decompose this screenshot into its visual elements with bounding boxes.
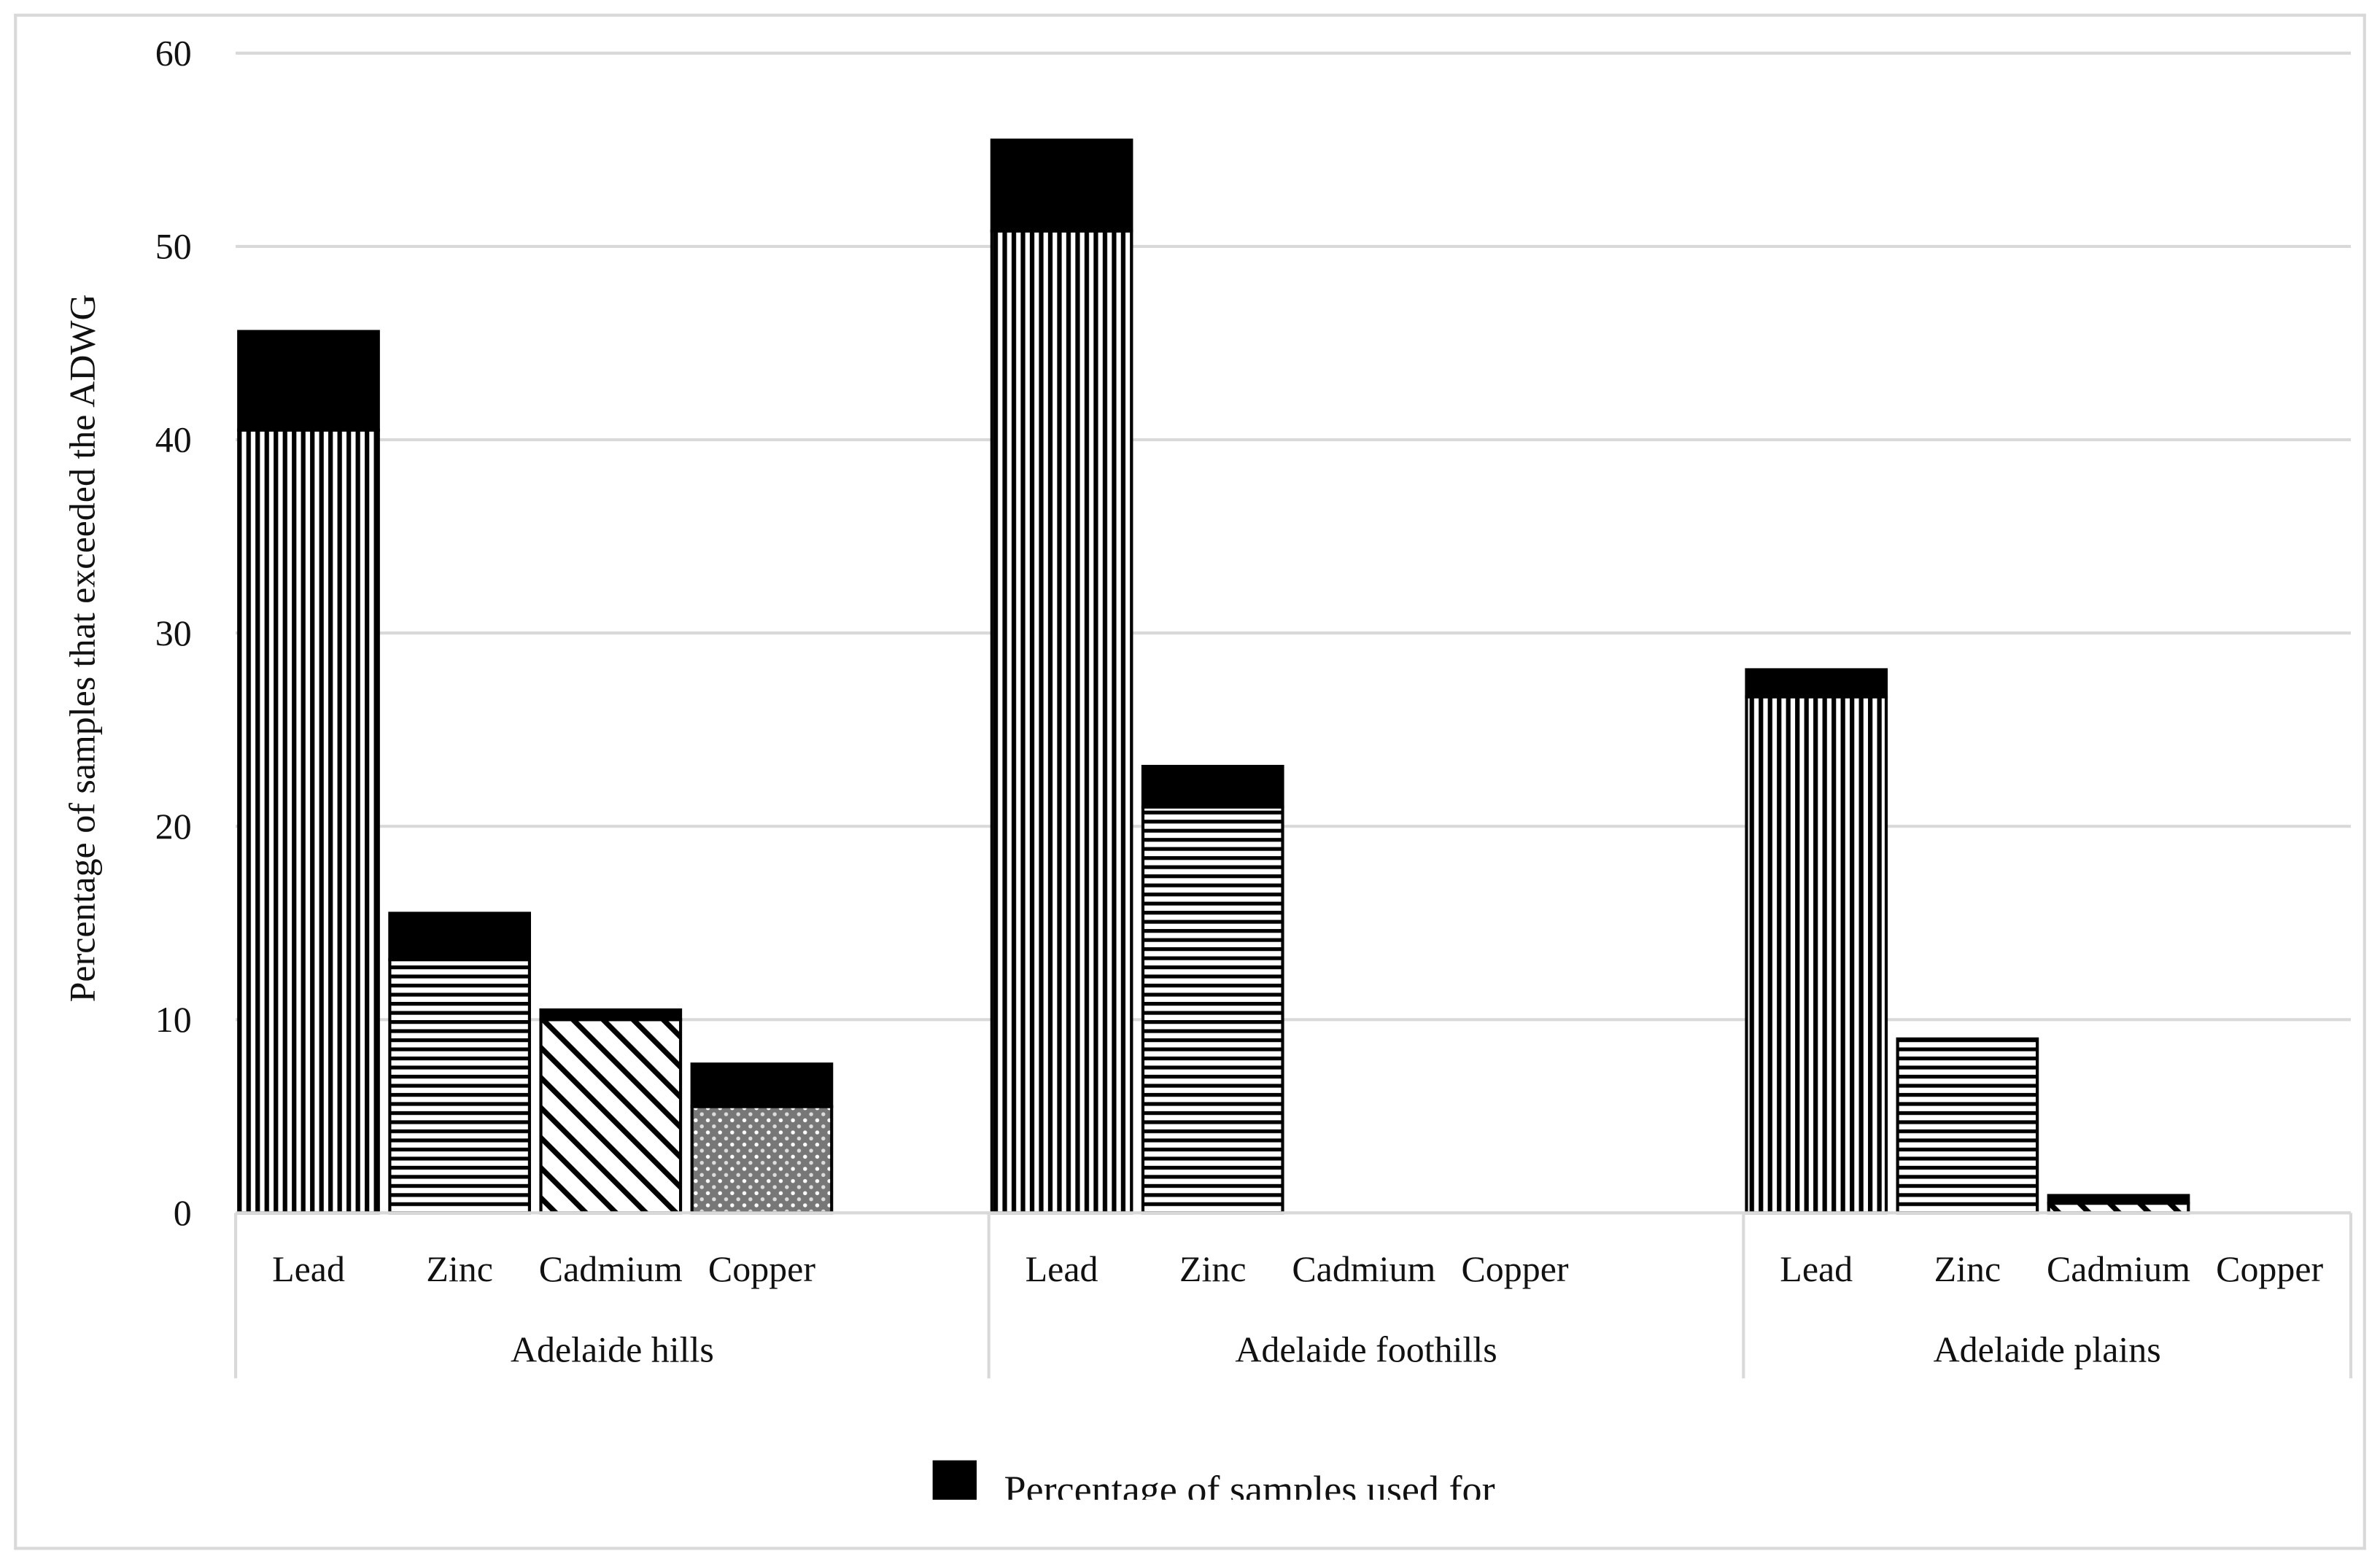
category-label: Lead	[1780, 1248, 1853, 1289]
y-axis-label: Percentage of samples that exceeded the …	[61, 294, 102, 1002]
bar-black-segment-zinc-2	[1141, 764, 1284, 809]
bar-copper-1	[690, 1105, 834, 1215]
bar-black-segment-lead-3	[1745, 668, 1888, 699]
category-label: Copper	[1461, 1248, 1568, 1289]
bars	[237, 139, 2190, 1215]
bar-black-segment-cadmium-3	[2047, 1194, 2190, 1205]
y-tick-label: 20	[155, 806, 192, 847]
bar-zinc-2	[1141, 805, 1284, 1215]
bar-black-segment-lead-2	[990, 139, 1133, 233]
bar-black-segment-cadmium-1	[539, 1008, 683, 1022]
bar-black-segment-zinc-1	[388, 911, 532, 962]
bar-black-segment-copper-1	[690, 1062, 834, 1108]
legend: Percentage of samples used for	[932, 1460, 1495, 1512]
group-label: Adelaide hills	[511, 1329, 714, 1369]
bar-lead-2	[990, 229, 1133, 1215]
bar-zinc-3	[1896, 1037, 2039, 1215]
category-label: Zinc	[1934, 1248, 2001, 1289]
y-tick-label: 50	[155, 226, 192, 267]
category-label: Zinc	[426, 1248, 493, 1289]
y-tick-labels: 0 10 20 30 40 50 60	[155, 33, 192, 1233]
category-label: Lead	[272, 1248, 345, 1289]
category-label: Copper	[2216, 1248, 2323, 1289]
y-tick-label: 60	[155, 33, 192, 74]
bar-lead-3	[1745, 695, 1888, 1215]
bar-cadmium-1	[539, 1018, 683, 1215]
x-axis: Lead Zinc Cadmium Copper Adelaide hills Lead Z…	[234, 1211, 2353, 1379]
category-label: Lead	[1026, 1248, 1098, 1289]
legend-swatch-black	[932, 1460, 977, 1500]
category-label: Copper	[708, 1248, 815, 1289]
legend-label: Percentage of samples used for	[1004, 1468, 1495, 1512]
y-tick-label: 30	[155, 613, 192, 653]
bar-zinc-1	[388, 958, 532, 1215]
group-label: Adelaide foothills	[1235, 1329, 1497, 1369]
y-tick-label: 0	[174, 1192, 192, 1233]
category-label: Cadmium	[2047, 1248, 2190, 1289]
group-label: Adelaide plains	[1934, 1329, 2161, 1369]
category-label: Cadmium	[1292, 1248, 1435, 1289]
bar-lead-1	[237, 428, 380, 1215]
category-label: Cadmium	[539, 1248, 683, 1289]
y-tick-label: 40	[155, 419, 192, 460]
category-label: Zinc	[1179, 1248, 1247, 1289]
bar-black-segment-lead-1	[237, 330, 380, 432]
y-tick-label: 10	[155, 999, 192, 1040]
